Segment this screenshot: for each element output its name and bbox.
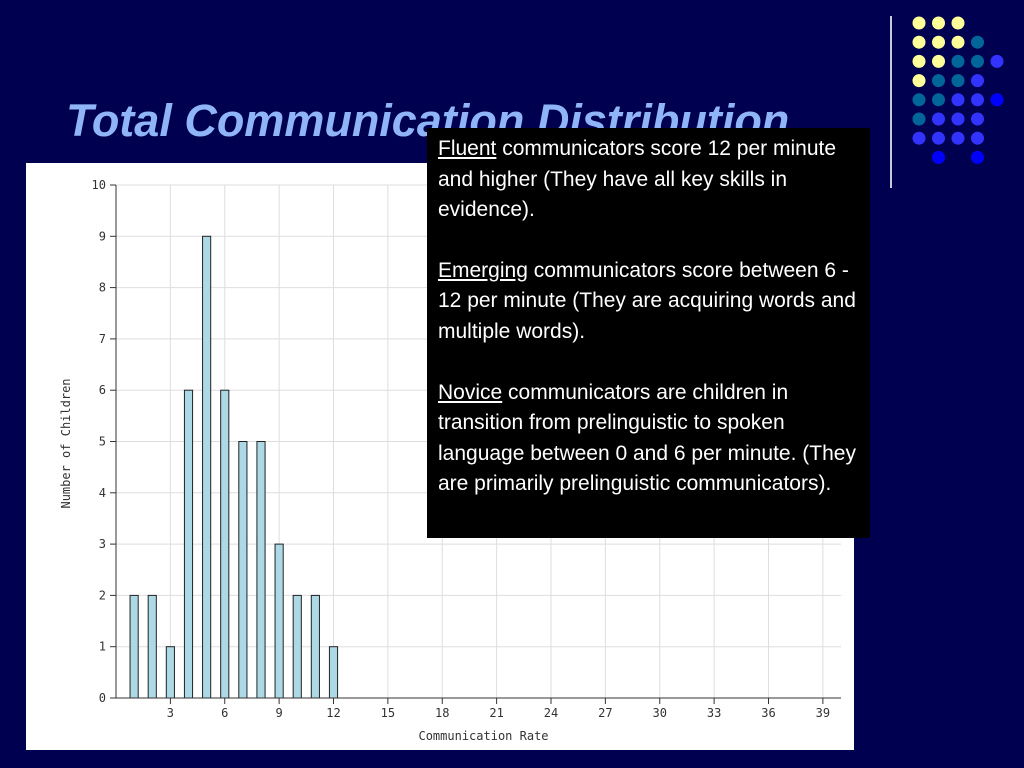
decor-dot: [990, 93, 1004, 107]
y-tick-label: 0: [99, 691, 106, 705]
decor-dot: [951, 54, 965, 68]
x-tick-label: 12: [326, 706, 340, 720]
decor-dot: [932, 74, 945, 88]
x-tick-label: 3: [167, 706, 174, 720]
histogram-bar: [165, 646, 175, 699]
x-axis-label: Communication Rate: [418, 729, 548, 743]
fluent-description: communicators score 12 per minute and hi…: [438, 137, 837, 222]
novice-description: communicators are children in transition…: [438, 380, 856, 496]
decor-dot: [951, 112, 965, 126]
decor-dot: [932, 54, 945, 68]
y-tick-label: 9: [99, 229, 106, 243]
y-tick-label: 4: [99, 486, 106, 500]
histogram-bar: [183, 389, 194, 699]
decor-dot: [971, 74, 984, 88]
decor-dot: [932, 150, 945, 164]
histogram-bar: [129, 594, 139, 699]
x-tick-label: 21: [489, 706, 503, 720]
decor-dot: [912, 112, 926, 126]
decor-dot: [951, 93, 965, 107]
x-tick-label: 9: [276, 706, 283, 720]
novice-term: Novice: [438, 380, 503, 404]
decor-dot: [912, 35, 926, 49]
decor-dot: [951, 131, 965, 145]
x-tick-label: 36: [761, 706, 775, 720]
decor-dot: [912, 16, 926, 30]
histogram-bar: [202, 235, 212, 699]
histogram-bar: [238, 441, 248, 699]
decorative-divider: [890, 16, 892, 188]
decor-dot: [971, 93, 984, 107]
decor-dot: [951, 74, 965, 88]
legend-callout-box: Fluent communicators score 12 per minute…: [427, 128, 870, 538]
decor-dot: [932, 93, 945, 107]
histogram-bar: [274, 543, 284, 699]
callout-paragraph-emerging: Emerging communicators score between 6 -…: [438, 256, 864, 348]
histogram-bar: [328, 646, 339, 699]
y-tick-label: 10: [92, 178, 106, 192]
y-tick-label: 2: [99, 588, 106, 602]
decor-dot: [971, 35, 984, 49]
callout-paragraph-novice: Novice communicators are children in tra…: [438, 378, 864, 500]
x-tick-label: 33: [707, 706, 721, 720]
y-tick-label: 8: [99, 281, 106, 295]
decor-dot: [971, 150, 984, 164]
emerging-description: communicators score between 6 - 12 per m…: [438, 258, 856, 343]
fluent-term: Fluent: [438, 137, 497, 160]
decor-dot: [912, 54, 926, 68]
x-tick-label: 15: [381, 706, 395, 720]
decor-dot: [932, 112, 945, 126]
decor-dot: [951, 35, 965, 49]
histogram-bar: [220, 389, 230, 699]
x-tick-label: 39: [816, 706, 830, 720]
decor-dot: [932, 35, 945, 49]
y-tick-label: 7: [99, 332, 106, 346]
decorative-dot-grid: [912, 16, 1004, 164]
x-tick-label: 24: [544, 706, 558, 720]
y-tick-label: 6: [99, 383, 106, 397]
decor-dot: [912, 74, 926, 88]
x-tick-label: 18: [435, 706, 449, 720]
decor-dot: [932, 131, 945, 145]
emerging-term: Emerging: [438, 258, 528, 282]
histogram-bar: [310, 594, 320, 699]
decor-dot: [990, 54, 1004, 68]
decor-dot: [912, 131, 926, 145]
y-tick-label: 3: [99, 537, 106, 551]
decor-dot: [971, 54, 984, 68]
histogram-bar: [147, 594, 157, 699]
histogram-bar: [256, 441, 266, 699]
y-tick-label: 5: [99, 435, 106, 449]
decor-dot: [912, 93, 926, 107]
y-axis-label: Number of Children: [59, 378, 73, 508]
decor-dot: [971, 131, 984, 145]
decor-dot: [971, 112, 984, 126]
callout-paragraph-fluent: Fluent communicators score 12 per minute…: [438, 134, 864, 226]
x-tick-label: 6: [221, 706, 228, 720]
y-tick-label: 1: [99, 640, 106, 654]
x-tick-label: 30: [653, 706, 667, 720]
decor-dot: [932, 16, 945, 30]
decor-dot: [951, 16, 965, 30]
x-tick-label: 27: [598, 706, 612, 720]
histogram-bar: [292, 594, 302, 699]
